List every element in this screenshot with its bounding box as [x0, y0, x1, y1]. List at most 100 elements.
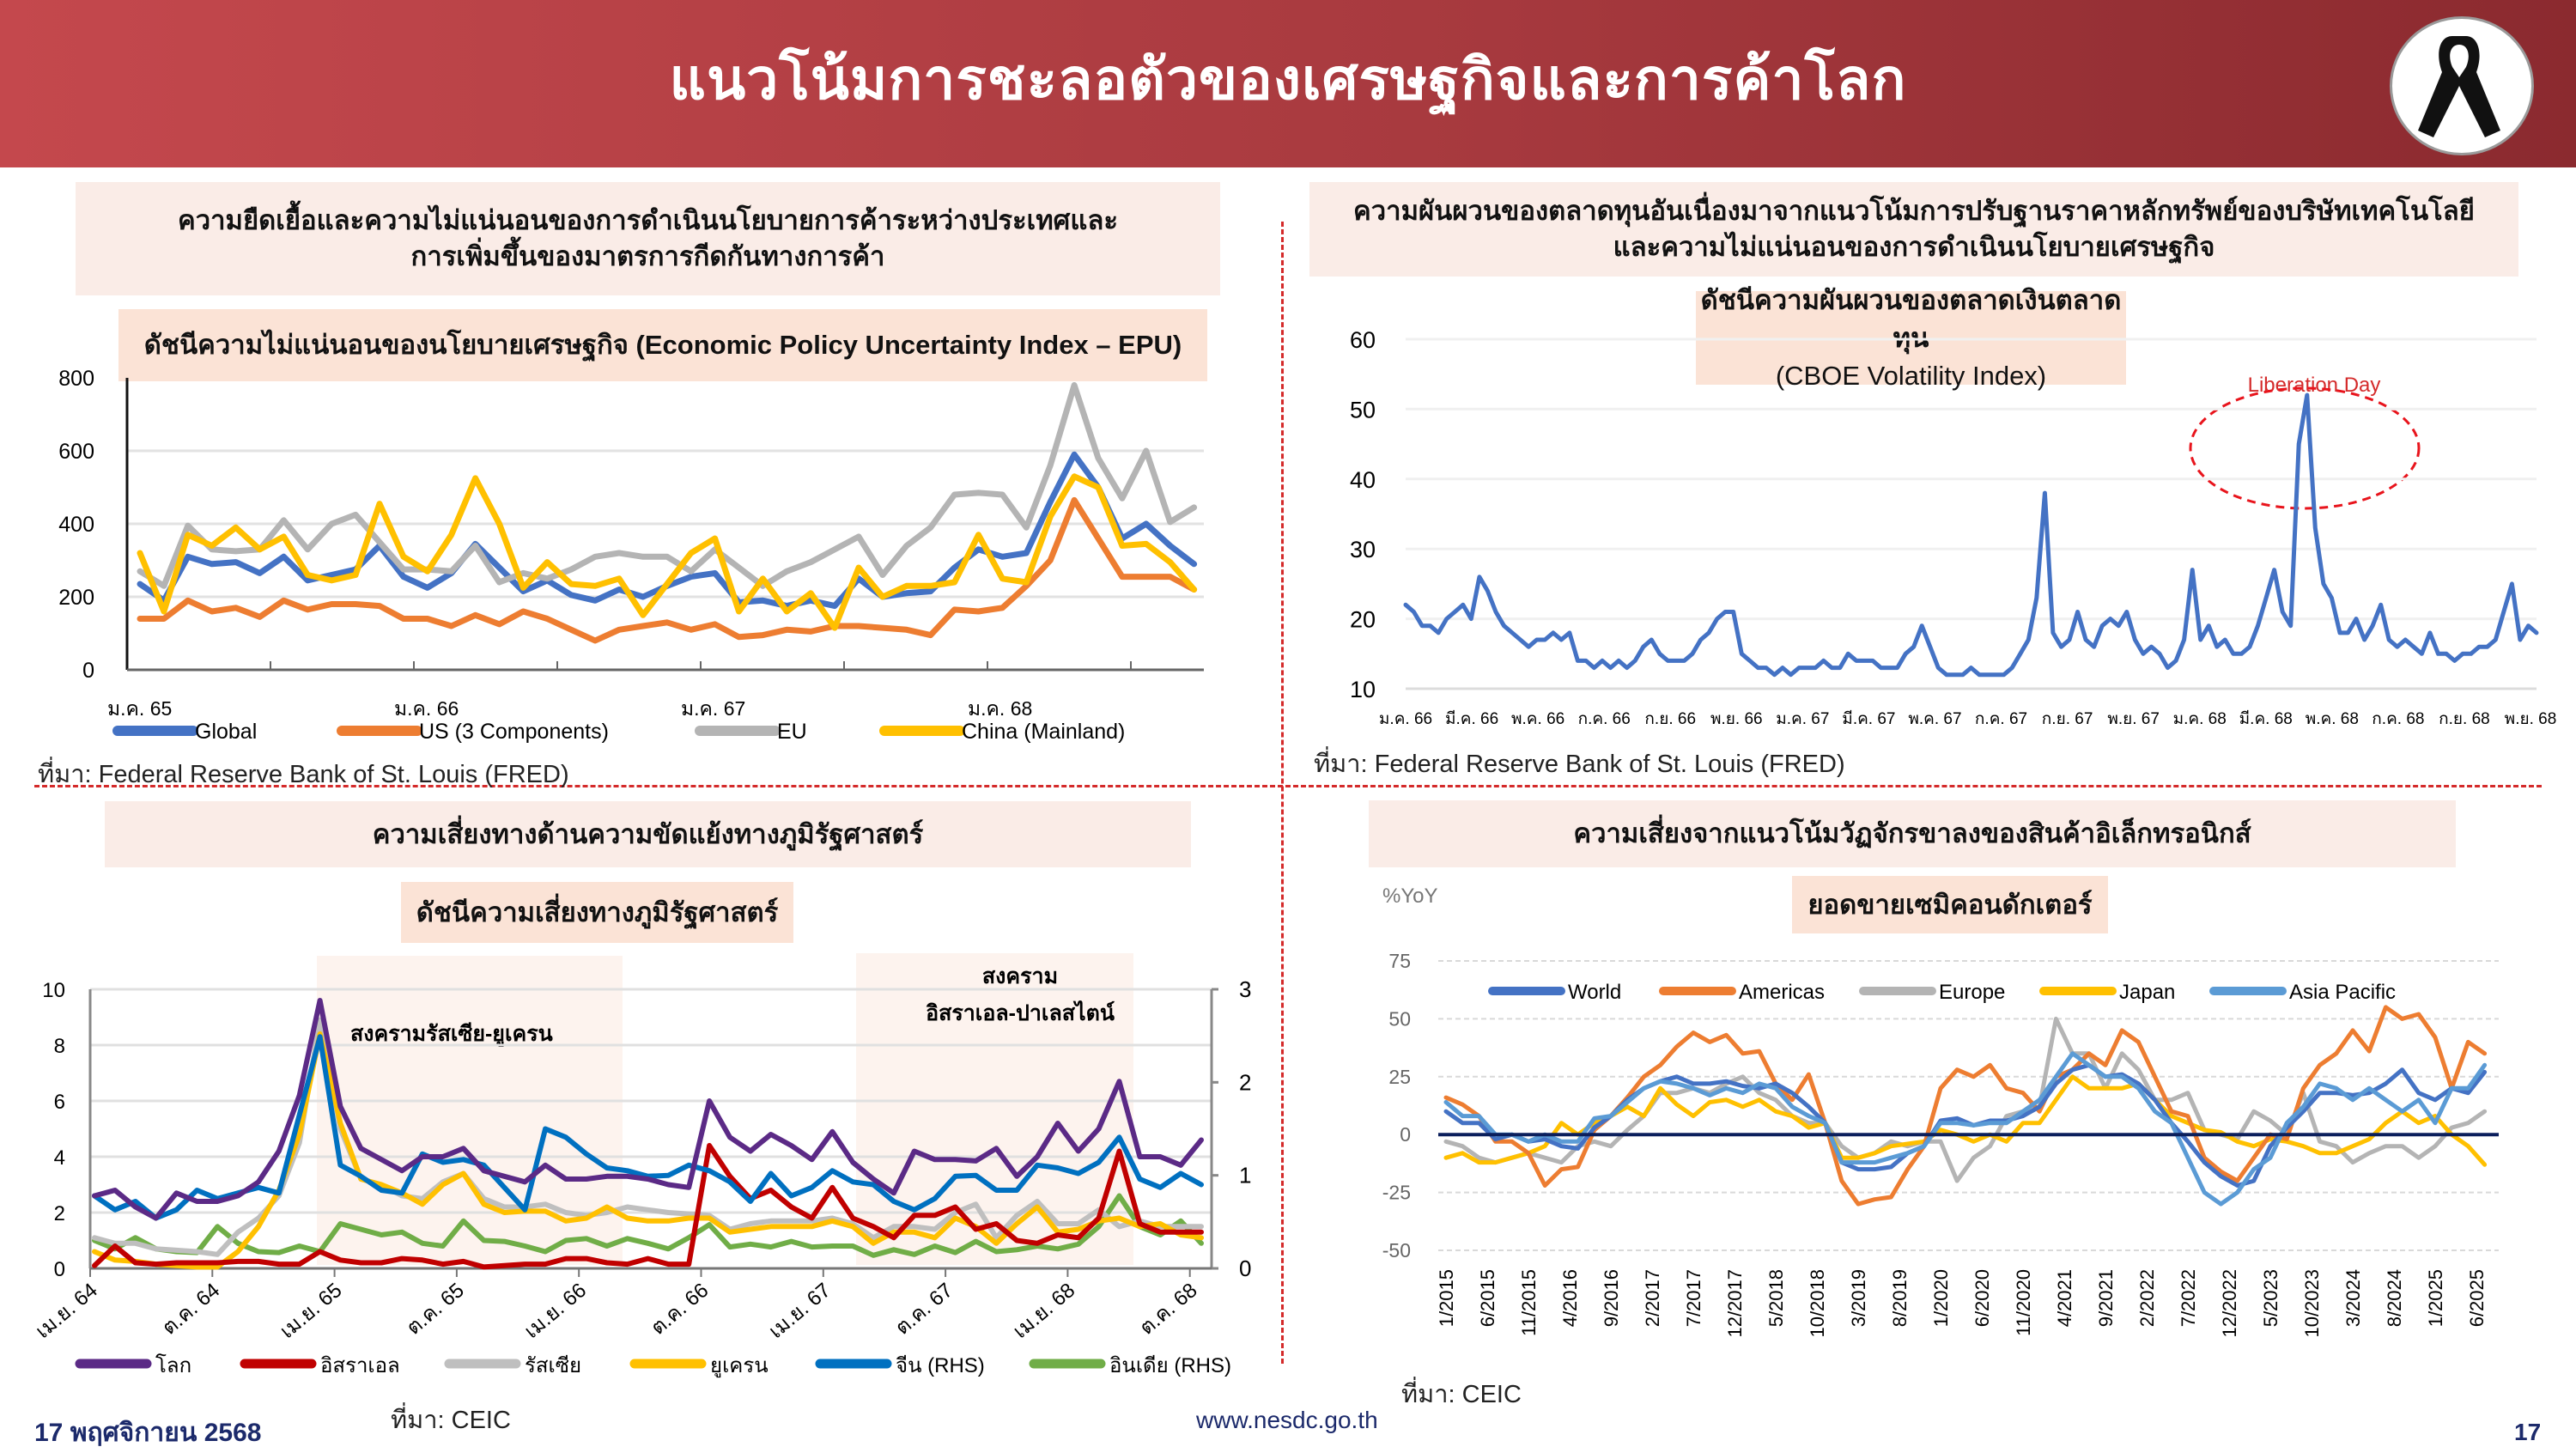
- x-tick-label: 1/2015: [1436, 1269, 1457, 1327]
- footer-url-link[interactable]: www.nesdc.go.th: [1196, 1407, 1378, 1433]
- y-tick-label: 10: [42, 979, 65, 1002]
- x-tick-label: 8/2024: [2384, 1269, 2405, 1327]
- x-tick-label: 11/2015: [1518, 1269, 1540, 1336]
- vix-series-line: [1403, 392, 2539, 678]
- x-tick-label: 7/2022: [2178, 1269, 2199, 1327]
- israel-war-annotation-line2: อิสราเอล-ปาเลสไตน์: [926, 1000, 1115, 1025]
- x-tick-label: พ.ค. 66: [1511, 710, 1564, 728]
- y-tick-label: 10: [1350, 677, 1376, 702]
- x-tick-label: 6/2025: [2466, 1269, 2488, 1327]
- x-tick-label: 1/2020: [1930, 1269, 1952, 1327]
- y-tick-label: 4: [54, 1146, 65, 1170]
- epu-series-eu: [137, 382, 1198, 589]
- semis-chart: -50 -25 0 25 50 75 1/2015 6/2015 11/2015 4/2016 9/…: [1382, 950, 2499, 1338]
- panel1-source: ที่มา: Federal Reserve Bank of St. Louis…: [38, 761, 569, 788]
- mourning-ribbon-icon: [2390, 16, 2534, 155]
- vix-chart-title-line1: ดัชนีความผันผวนของตลาดเงินตลาดทุน: [1700, 284, 2122, 353]
- x-tick-label: มี.ค. 67: [1842, 709, 1895, 728]
- panel4-source: ที่มา: CEIC: [1401, 1381, 1522, 1408]
- israel-war-annotation-line1: สงคราม: [982, 964, 1058, 988]
- x-tick-label: พ.ค. 68: [2306, 710, 2359, 728]
- semis-series-americas: [1443, 1005, 2488, 1207]
- x-tick-label: ก.ค. 66: [1578, 710, 1631, 728]
- epu-chart-title: ดัชนีความไม่แน่นอนของนโยบายเศรษฐกิจ (Eco…: [118, 309, 1207, 381]
- x-tick-label: ม.ค. 68: [968, 697, 1032, 720]
- semis-series-europe: [1443, 1016, 2488, 1183]
- y-tick-label: 0: [54, 1258, 65, 1281]
- y-tick-label: 50: [1388, 1007, 1411, 1030]
- panel3-source: ที่มา: CEIC: [391, 1407, 511, 1434]
- x-tick-label: 2/2022: [2136, 1269, 2158, 1327]
- legend-label: อิสราเอล: [320, 1354, 400, 1377]
- y-tick-label: 30: [1350, 537, 1376, 562]
- legend-label: Europe: [1939, 981, 2005, 1004]
- y-tick-label: 0: [82, 659, 94, 683]
- x-tick-label: ต.ค. 66: [647, 1279, 713, 1340]
- legend-label: จีน (RHS): [896, 1354, 985, 1377]
- semis-y-unit-label: %YoY: [1382, 885, 1438, 908]
- y-tick-label: 6: [54, 1091, 65, 1114]
- x-tick-label: พ.ย. 67: [2107, 710, 2160, 728]
- legend-label: โลก: [155, 1353, 191, 1377]
- semis-chart-title: ยอดขายเซมิคอนดักเตอร์: [1792, 876, 2108, 933]
- gpr-series-0: [92, 998, 1204, 1221]
- x-tick-label: 3/2019: [1848, 1269, 1869, 1327]
- x-tick-label: 5/2023: [2260, 1269, 2281, 1327]
- panel-divider-vertical: [1281, 222, 1284, 1364]
- x-tick-label: ม.ค. 68: [2173, 710, 2227, 728]
- x-tick-label: เม.ย. 65: [276, 1279, 346, 1343]
- page-title: แนวโน้มการชะลอตัวของเศรษฐกิจและการค้าโลก: [669, 47, 1907, 111]
- x-tick-label: 1/2025: [2425, 1269, 2446, 1327]
- epu-series-china-mainland: [137, 473, 1198, 631]
- footer-date: 17 พฤศจิกายน 2568: [34, 1419, 262, 1447]
- x-tick-label: 9/2016: [1601, 1269, 1622, 1327]
- x-tick-label: มี.ค. 68: [2239, 709, 2293, 728]
- x-tick-label: ต.ค. 65: [402, 1279, 468, 1340]
- x-tick-label: เม.ย. 68: [1009, 1279, 1079, 1343]
- y-tick-label: 20: [1350, 607, 1376, 633]
- panel1-title-line1: ความยืดเยื้อและความไม่แน่นอนของการดำเนิน…: [178, 205, 1118, 235]
- panel2-title-box: ความผันผวนของตลาดทุนอันเนื่องมาจากแนวโน้…: [1309, 182, 2518, 277]
- y-tick-label: 0: [1400, 1123, 1411, 1146]
- legend-label: EU: [777, 720, 807, 744]
- x-tick-label: ต.ค. 64: [158, 1279, 224, 1340]
- panel4-title: ความเสี่ยงจากแนวโน้มวัฏจักรขาลงของสินค้า…: [1369, 800, 2456, 867]
- x-tick-label: พ.ย. 68: [2505, 710, 2557, 728]
- x-tick-label: เม.ย. 64: [32, 1279, 102, 1343]
- y2-tick-label: 3: [1239, 976, 1251, 1002]
- y-tick-label: 2: [54, 1202, 65, 1225]
- liberation-day-highlight-circle: [2189, 386, 2421, 510]
- russia-ukraine-war-annotation: สงครามรัสเซีย-ยูเครน: [350, 1022, 553, 1048]
- x-tick-label: เม.ย. 67: [764, 1279, 835, 1343]
- legend-label: Asia Pacific: [2289, 981, 2396, 1004]
- x-tick-label: ม.ค. 67: [1776, 710, 1829, 728]
- y-tick-label: 400: [58, 513, 94, 537]
- gpr-chart-title: ดัชนีความเสี่ยงทางภูมิรัฐศาสตร์: [401, 882, 793, 943]
- x-tick-label: ก.ค. 67: [1975, 710, 2027, 728]
- panel-divider-horizontal: [34, 785, 2542, 787]
- semis-series-asia-pacific: [1443, 1051, 2488, 1207]
- x-tick-label: 12/2022: [2219, 1269, 2240, 1338]
- x-tick-label: ก.ย. 66: [1644, 710, 1696, 728]
- y-tick-label: 600: [58, 440, 94, 464]
- vix-chart-title-line2: (CBOE Volatility Index): [1775, 360, 2047, 391]
- panel3-title: ความเสี่ยงทางด้านความขัดแย้งทางภูมิรัฐศา…: [105, 801, 1191, 867]
- legend-label: Americas: [1739, 981, 1825, 1004]
- panel1-title-box: ความยืดเยื้อและความไม่แน่นอนของการดำเนิน…: [76, 182, 1220, 295]
- y-tick-label: 200: [58, 586, 94, 610]
- y2-tick-label: 2: [1239, 1069, 1251, 1095]
- panel1-title-line2: การเพิ่มขึ้นของมาตรการกีดกันทางการค้า: [410, 241, 885, 271]
- x-tick-label: ม.ค. 66: [1379, 710, 1432, 728]
- legend-label: รัสเซีย: [525, 1354, 581, 1377]
- legend-label: World: [1568, 981, 1621, 1004]
- x-tick-label: ม.ค. 67: [681, 697, 745, 720]
- y-tick-label: 60: [1350, 327, 1376, 353]
- y-tick-label: 75: [1388, 950, 1411, 972]
- x-tick-label: 12/2017: [1724, 1269, 1746, 1338]
- y-tick-label: -50: [1382, 1239, 1411, 1261]
- x-tick-label: ก.ย. 67: [2042, 710, 2093, 728]
- x-tick-label: ม.ค. 66: [394, 697, 459, 720]
- x-tick-label: 6/2020: [1971, 1269, 1993, 1327]
- legend-label: อินเดีย (RHS): [1109, 1354, 1231, 1377]
- x-tick-label: มี.ค. 66: [1445, 709, 1498, 728]
